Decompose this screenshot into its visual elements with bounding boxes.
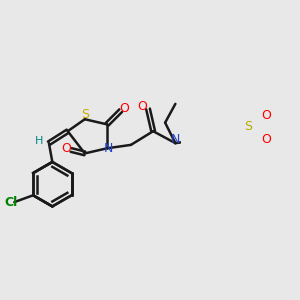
Text: O: O [261, 109, 271, 122]
Text: S: S [244, 120, 252, 133]
Text: S: S [82, 108, 89, 121]
Text: O: O [61, 142, 71, 155]
Text: N: N [104, 142, 113, 155]
Text: N: N [171, 133, 180, 146]
Text: H: H [35, 136, 44, 146]
Text: O: O [261, 133, 271, 146]
Text: O: O [119, 103, 129, 116]
Text: Cl: Cl [4, 196, 17, 208]
Text: O: O [137, 100, 147, 113]
